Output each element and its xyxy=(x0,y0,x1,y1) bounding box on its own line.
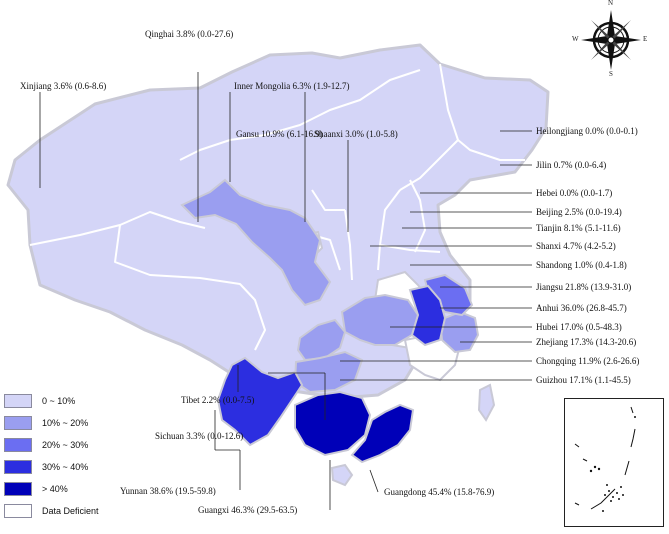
label-beijing: Beijing 2.5% (0.0-19.4) xyxy=(536,207,622,217)
label-zhejiang: Zhejiang 17.3% (14.3-20.6) xyxy=(536,337,637,347)
label-chongqing: Chongqing 11.9% (2.6-26.6) xyxy=(536,356,640,366)
region-taiwan xyxy=(477,383,496,422)
label-guangdong: Guangdong 45.4% (15.8-76.9) xyxy=(384,487,495,497)
legend-swatch xyxy=(4,460,32,474)
legend-label: 10% ~ 20% xyxy=(42,418,89,428)
label-heilongjiang: Heilongjiang 0.0% (0.0-0.1) xyxy=(536,126,638,136)
compass-north: N xyxy=(608,0,614,7)
legend: 0 ~ 10% 10% ~ 20% 20% ~ 30% 30% ~ 40% > … xyxy=(4,390,124,522)
legend-item: 10% ~ 20% xyxy=(4,412,124,434)
legend-label: 0 ~ 10% xyxy=(42,396,76,406)
label-guangxi: Guangxi 46.3% (29.5-63.5) xyxy=(198,505,298,515)
legend-swatch xyxy=(4,394,32,408)
legend-swatch xyxy=(4,482,32,496)
label-shandong: Shandong 1.0% (0.4-1.8) xyxy=(536,260,627,270)
label-guizhou: Guizhou 17.1% (1.1-45.5) xyxy=(536,375,631,385)
compass-rose xyxy=(581,10,641,70)
label-hubei: Hubei 17.0% (0.5-48.3) xyxy=(536,322,622,332)
label-shaanxi: Shaanxi 3.0% (1.0-5.8) xyxy=(314,129,398,139)
label-shanxi: Shanxi 4.7% (4.2-5.2) xyxy=(536,241,616,251)
label-tianjin: Tianjin 8.1% (5.1-11.6) xyxy=(536,223,621,233)
region-gansu xyxy=(180,178,332,307)
province-borders xyxy=(29,63,525,351)
legend-label: Data Deficient xyxy=(42,506,99,516)
label-sichuan: Sichuan 3.3% (0.0-12.6) xyxy=(155,431,244,441)
label-gansu: Gansu 10.9% (6.1-16.9) xyxy=(236,129,323,139)
region-hainan xyxy=(330,463,354,487)
region-yunnan xyxy=(216,356,304,447)
label-yunnan: Yunnan 38.6% (19.5-59.8) xyxy=(120,486,216,496)
legend-label: 20% ~ 30% xyxy=(42,440,89,450)
legend-swatch xyxy=(4,416,32,430)
label-anhui: Anhui 36.0% (26.8-45.7) xyxy=(536,303,627,313)
compass-east: E xyxy=(643,35,648,43)
label-hebei: Hebei 0.0% (0.0-1.7) xyxy=(536,188,613,198)
label-xinjiang: Xinjiang 3.6% (0.6-8.6) xyxy=(20,81,107,91)
legend-swatch xyxy=(4,438,32,452)
legend-item: 20% ~ 30% xyxy=(4,434,124,456)
legend-item: Data Deficient xyxy=(4,500,124,522)
label-qinghai: Qinghai 3.8% (0.0-27.6) xyxy=(145,29,234,39)
region-anhui xyxy=(408,284,447,347)
label-jiangsu: Jiangsu 21.8% (13.9-31.0) xyxy=(536,282,632,292)
label-inner-mongolia: Inner Mongolia 6.3% (1.9-12.7) xyxy=(234,81,350,91)
legend-item: 0 ~ 10% xyxy=(4,390,124,412)
south-china-sea-inset xyxy=(564,398,664,527)
legend-item: 30% ~ 40% xyxy=(4,456,124,478)
inset-map xyxy=(574,406,636,512)
leader-lines xyxy=(39,72,532,510)
label-jilin: Jilin 0.7% (0.0-6.4) xyxy=(536,160,607,170)
region-chongqing xyxy=(296,318,347,362)
legend-swatch xyxy=(4,504,32,518)
region-guangdong xyxy=(350,403,415,464)
legend-label: > 40% xyxy=(42,484,68,494)
compass-icon: N S E W xyxy=(572,0,648,78)
legend-item: > 40% xyxy=(4,478,124,500)
region-guangxi xyxy=(294,390,372,457)
label-tibet: Tibet 2.2% (0.0-7.5) xyxy=(181,395,255,405)
compass-west: W xyxy=(572,35,579,43)
compass-south: S xyxy=(609,70,613,78)
legend-label: 30% ~ 40% xyxy=(42,462,89,472)
